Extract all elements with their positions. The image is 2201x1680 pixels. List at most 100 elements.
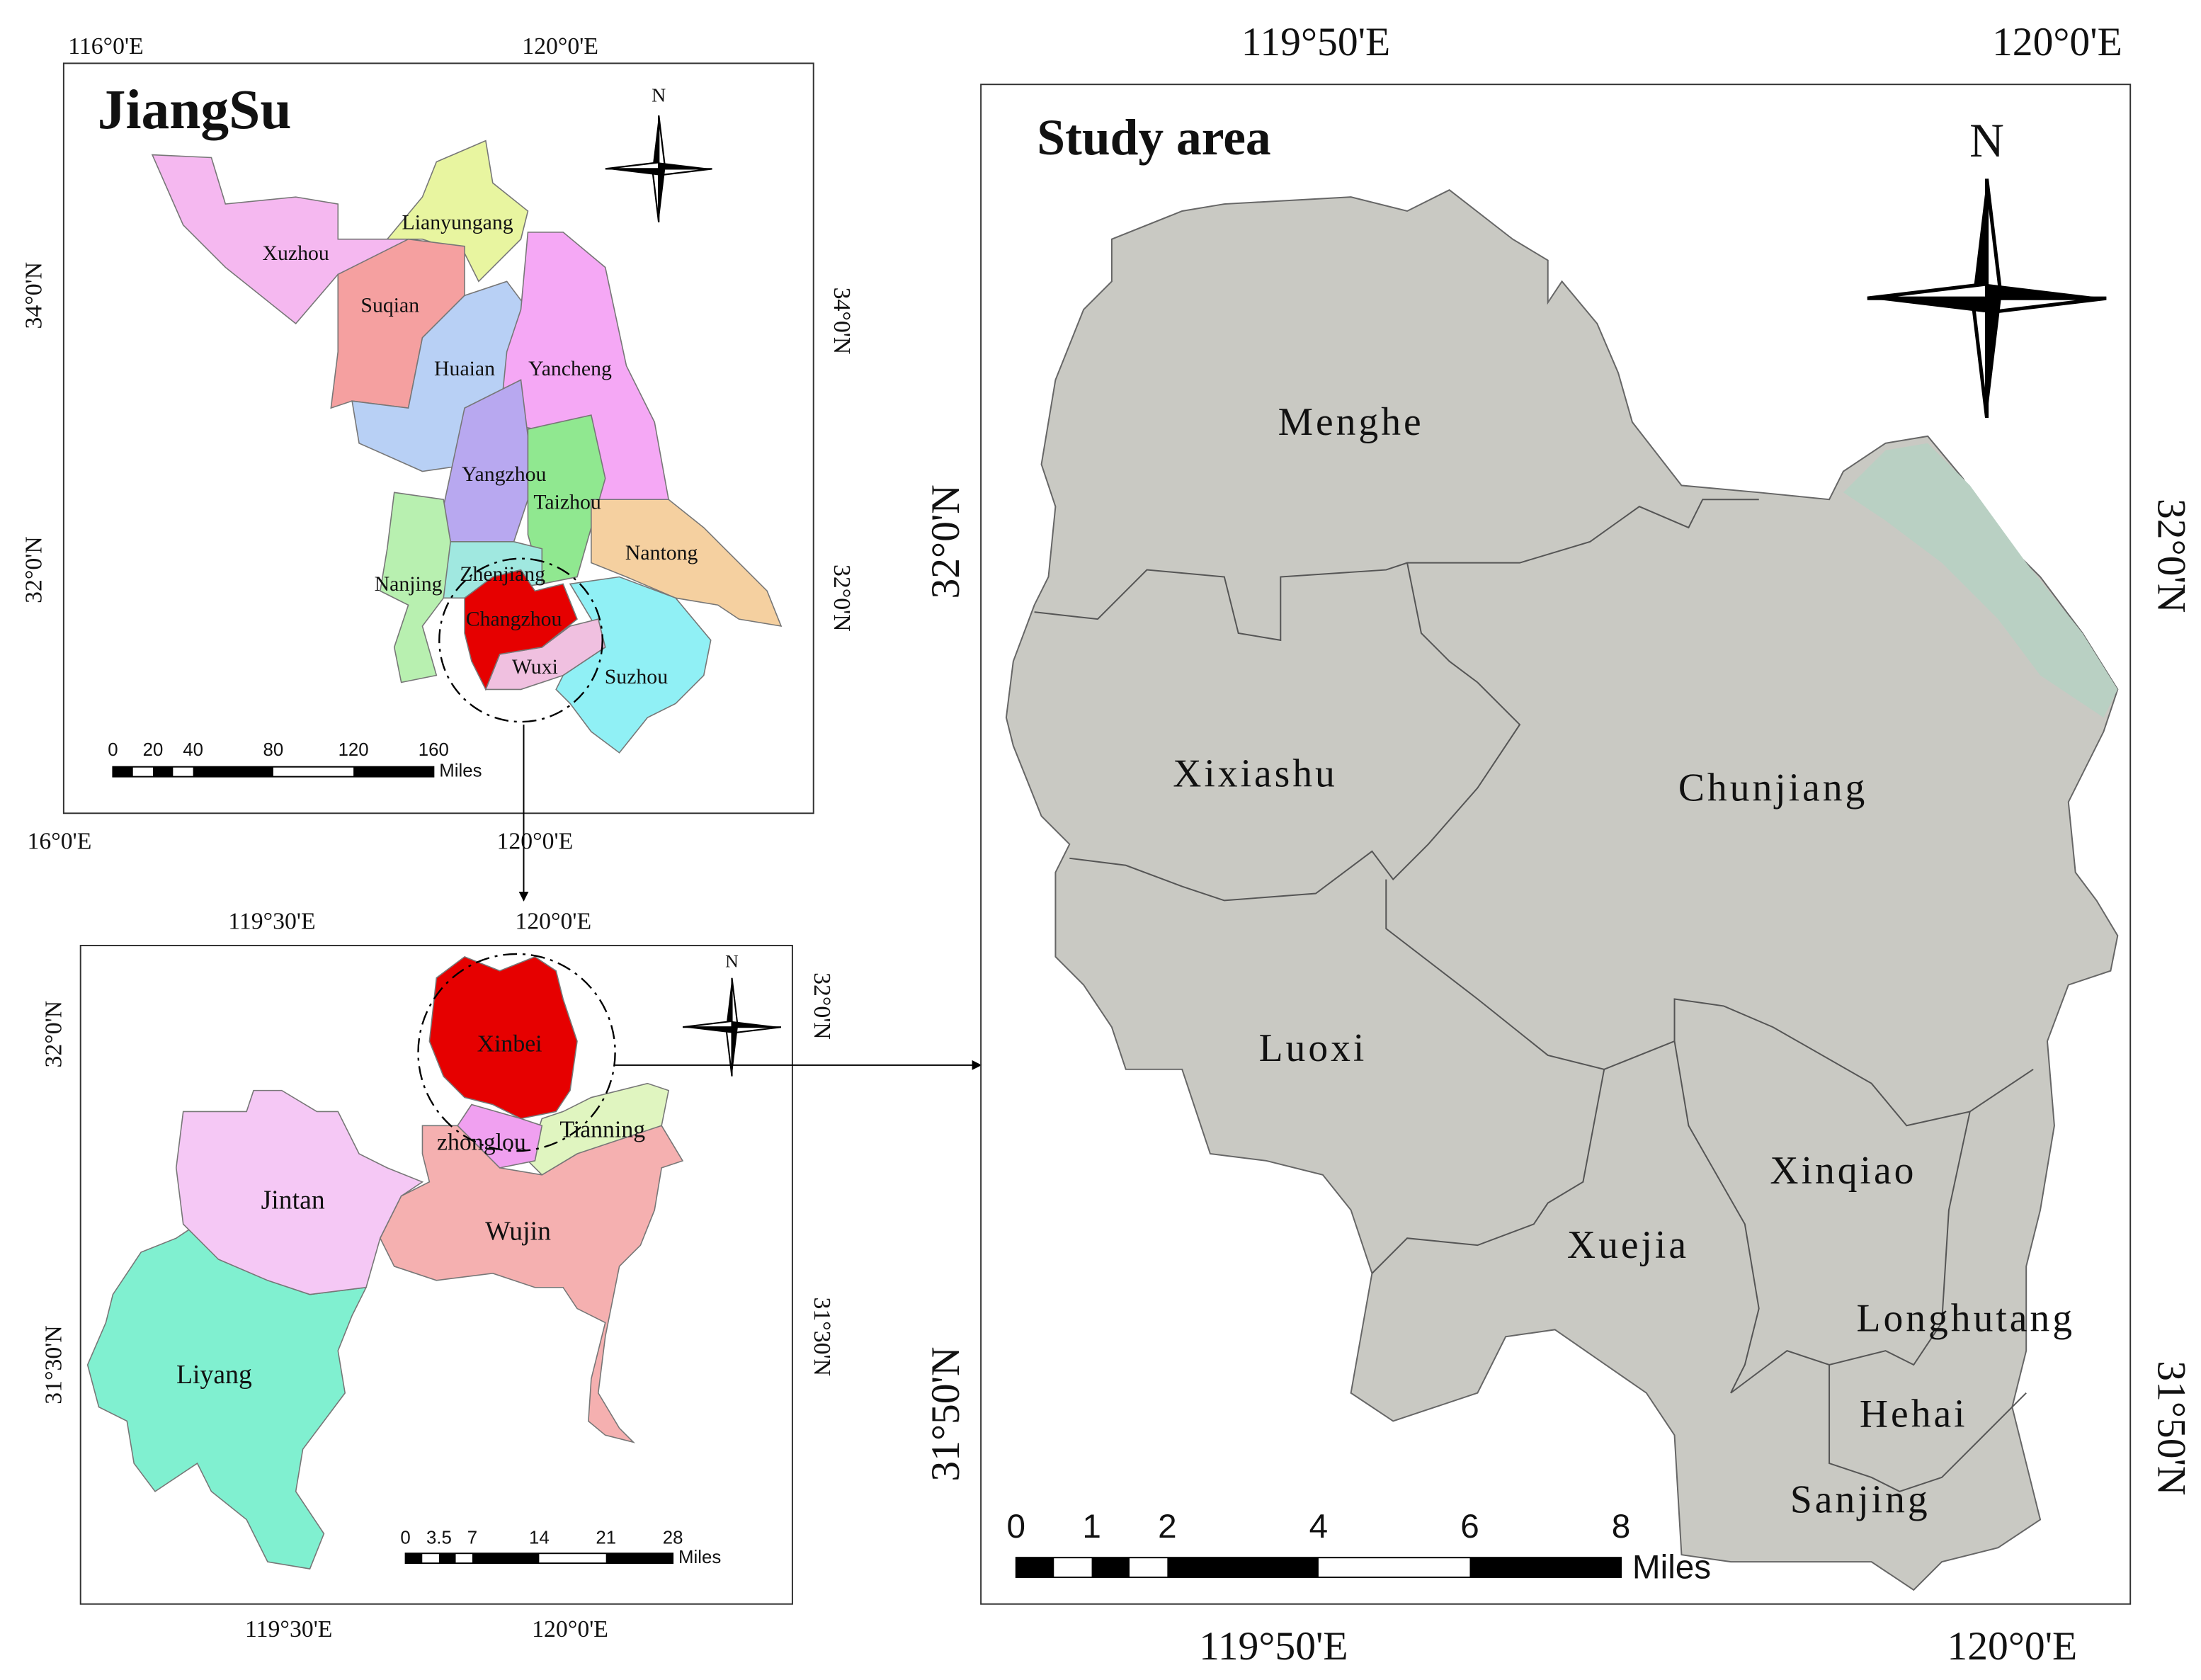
scale-label: 6 <box>1460 1508 1479 1545</box>
region-label: Xixiashu <box>1173 752 1338 796</box>
north-label: N <box>1969 114 2004 167</box>
region-shape <box>527 1082 670 1176</box>
lon-label: 119°30'E <box>245 1616 332 1642</box>
lon-label: 120°0'E <box>515 909 591 935</box>
scale-label: 3.5 <box>426 1528 452 1548</box>
scale-label: 80 <box>263 740 284 760</box>
north-label: N <box>652 85 666 107</box>
scale-segment <box>605 1553 673 1564</box>
region-label: Liyang <box>176 1360 252 1390</box>
river <box>1843 443 2118 718</box>
region-shape <box>86 1223 368 1570</box>
scale-label: 8 <box>1612 1508 1631 1545</box>
scale-segment <box>153 766 174 777</box>
region-shape <box>457 1103 543 1169</box>
scale-segment <box>472 1553 540 1564</box>
scale-unit: Miles <box>678 1548 721 1567</box>
scale-label: 14 <box>529 1528 550 1548</box>
lon-label: 119°50'E <box>1241 20 1391 64</box>
scale-segment <box>405 1553 423 1564</box>
map-title: Study area <box>1037 110 1270 166</box>
region-label: Menghe <box>1278 400 1424 444</box>
region-label: Nanjing <box>375 572 443 596</box>
scale-bar: 0 3.5 7 14 21 28 Miles <box>400 1528 721 1567</box>
map-frame <box>79 945 793 1605</box>
boundary <box>1371 1069 1605 1274</box>
scale-label: 0 <box>108 740 118 760</box>
lon-label: 119°50'E <box>1199 1624 1348 1669</box>
north-arrow <box>683 978 781 1077</box>
region-shape <box>379 1125 684 1443</box>
north-label: N <box>725 950 739 971</box>
region-label: Huaian <box>434 357 495 380</box>
region-label: Zhenjiang <box>460 562 545 586</box>
focus-circle <box>417 953 616 1152</box>
scale-label: 1 <box>1082 1508 1101 1545</box>
scale-label: 0 <box>400 1528 410 1548</box>
region-label: Hehai <box>1860 1392 1968 1436</box>
scale-label: 40 <box>183 740 203 760</box>
lat-label: 32°0'N <box>809 972 835 1040</box>
scale-segment <box>1167 1557 1319 1577</box>
region-shape <box>176 1089 424 1295</box>
lat-label: 31°30'N <box>40 1325 67 1404</box>
region-label: Longhutang <box>1857 1296 2075 1340</box>
scale-bar: 0 1 2 4 6 8 Miles <box>1007 1508 1712 1587</box>
lat-label: 32°0'N <box>2149 499 2193 613</box>
region-shape <box>527 414 606 585</box>
scale-label: 28 <box>663 1528 683 1548</box>
scale-segment <box>1469 1557 1622 1577</box>
lon-label: 120°0'E <box>532 1616 608 1642</box>
province-regions <box>151 140 783 754</box>
scale-label: 2 <box>1158 1508 1177 1545</box>
scale-segment <box>353 766 434 777</box>
focus-circle <box>438 557 603 723</box>
region-label: Suzhou <box>605 665 668 688</box>
scale-unit: Miles <box>1632 1549 1711 1587</box>
study-area-imagery <box>1005 189 2119 1591</box>
lat-label: 31°50'N <box>923 1346 968 1481</box>
region-label: Nantong <box>625 541 698 564</box>
lon-label: 120°0'E <box>497 828 574 854</box>
region-label: Jintan <box>261 1186 325 1215</box>
region-label: Wujin <box>485 1216 551 1246</box>
boundary <box>1069 562 1521 902</box>
scale-segment <box>1016 1557 1054 1577</box>
region-label: Wuxi <box>512 655 558 679</box>
scale-label: 160 <box>419 740 449 760</box>
region-label: Sanjing <box>1790 1478 1930 1522</box>
north-arrow <box>605 115 712 222</box>
region-shape <box>591 499 783 628</box>
region-label: Xuejia <box>1567 1223 1689 1267</box>
scale-label: 0 <box>1007 1508 1026 1545</box>
scale-label: 21 <box>596 1528 616 1548</box>
lat-label: 34°0'N <box>829 288 855 355</box>
lon-label: 116°0'E <box>68 33 144 59</box>
city-regions <box>86 955 684 1570</box>
lon-label: 120°0'E <box>522 33 598 59</box>
boundary <box>1673 1040 1971 1394</box>
region-label: Suqian <box>360 294 419 317</box>
panel-study-area: Study area N 119°50'E 120°0'E 119°50'E 1… <box>923 20 2193 1669</box>
district-boundaries <box>1034 499 2034 1492</box>
region-label: Yancheng <box>528 357 612 380</box>
region-shape <box>428 955 578 1120</box>
lat-label: 32°0'N <box>40 1001 67 1068</box>
scale-segment <box>193 766 273 777</box>
scale-bar: 0 20 40 80 120 160 Miles <box>108 740 482 781</box>
scale-label: 7 <box>467 1528 477 1548</box>
boundary <box>1829 1365 2027 1492</box>
boundary <box>1034 499 1759 642</box>
north-arrow <box>1867 178 2107 418</box>
scale-label: 20 <box>143 740 164 760</box>
lon-label: 119°30'E <box>228 909 315 935</box>
region-label: Luoxi <box>1259 1026 1367 1070</box>
scale-unit: Miles <box>439 761 482 781</box>
map-frame <box>980 84 2132 1605</box>
region-label: Xinbei <box>477 1031 542 1057</box>
lon-label: 120°0'E <box>1947 1624 2077 1669</box>
region-label: Lianyungang <box>402 210 513 234</box>
scale-segment <box>438 1553 456 1564</box>
